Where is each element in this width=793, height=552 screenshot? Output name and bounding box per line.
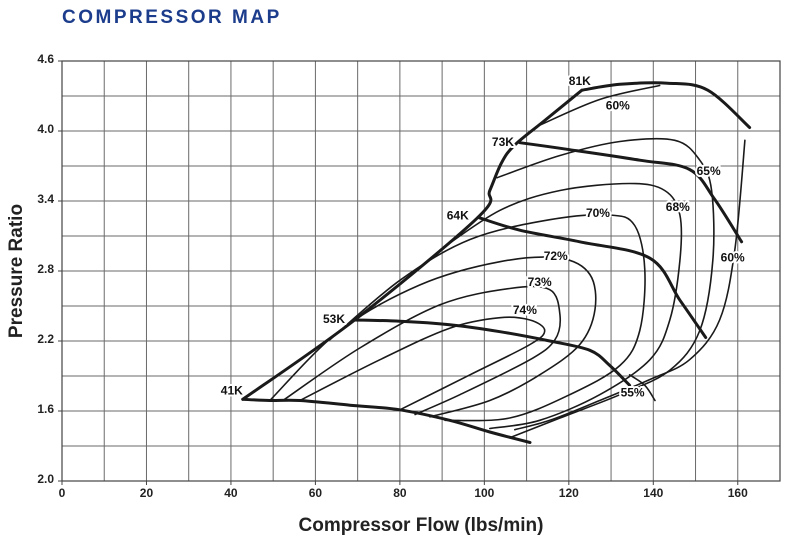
y-tick-label: 2.8 bbox=[37, 262, 54, 276]
efficiency-line bbox=[269, 256, 597, 418]
efficiency-label: 70% bbox=[586, 206, 610, 220]
speed-label: 73K bbox=[492, 135, 514, 149]
efficiency-label: 60% bbox=[606, 99, 630, 113]
efficiency-label: 60% bbox=[721, 250, 745, 264]
x-axis-label: Compressor Flow (lbs/min) bbox=[299, 515, 544, 536]
x-tick-label: 160 bbox=[728, 486, 748, 500]
efficiency-label: 55% bbox=[621, 386, 645, 400]
speed-label: 53K bbox=[323, 312, 345, 326]
x-tick-label: 100 bbox=[474, 486, 494, 500]
x-tick-label: 20 bbox=[140, 486, 154, 500]
y-tick-label: 3.4 bbox=[37, 192, 54, 206]
efficiency-line bbox=[514, 139, 746, 431]
speed-label: 41K bbox=[221, 383, 243, 397]
efficiency-label: 72% bbox=[544, 249, 568, 263]
y-tick-label: 4.0 bbox=[37, 122, 54, 136]
surge-line bbox=[241, 88, 584, 401]
efficiency-label: 74% bbox=[513, 303, 537, 317]
y-tick-label: 2.0 bbox=[37, 472, 54, 486]
speed-label: 64K bbox=[447, 208, 469, 222]
speed-line bbox=[518, 141, 744, 244]
x-tick-label: 80 bbox=[393, 486, 407, 500]
x-tick-label: 120 bbox=[559, 486, 579, 500]
speed-label: 81K bbox=[569, 74, 591, 88]
y-tick-label: 2.2 bbox=[37, 332, 54, 346]
y-tick-label: 4.6 bbox=[37, 52, 54, 66]
y-axis-label: Pressure Ratio bbox=[6, 204, 27, 338]
speed-line bbox=[476, 215, 708, 339]
speed-line bbox=[580, 81, 752, 129]
speed-line bbox=[353, 318, 632, 387]
efficiency-line bbox=[496, 137, 715, 439]
speed-line bbox=[241, 397, 532, 444]
chart-title: COMPRESSOR MAP bbox=[62, 7, 282, 28]
efficiency-line bbox=[439, 182, 683, 430]
efficiency-line bbox=[299, 316, 546, 411]
x-tick-label: 60 bbox=[309, 486, 323, 500]
x-tick-label: 0 bbox=[59, 486, 66, 500]
efficiency-label: 65% bbox=[697, 164, 721, 178]
efficiency-line bbox=[538, 84, 661, 126]
efficiency-label: 73% bbox=[528, 275, 552, 289]
efficiency-line bbox=[628, 374, 656, 402]
x-tick-label: 140 bbox=[643, 486, 663, 500]
y-tick-label: 1.6 bbox=[37, 402, 54, 416]
x-tick-label: 40 bbox=[224, 486, 238, 500]
efficiency-line bbox=[282, 285, 562, 416]
efficiency-label: 68% bbox=[666, 200, 690, 214]
efficiency-line bbox=[329, 213, 646, 422]
